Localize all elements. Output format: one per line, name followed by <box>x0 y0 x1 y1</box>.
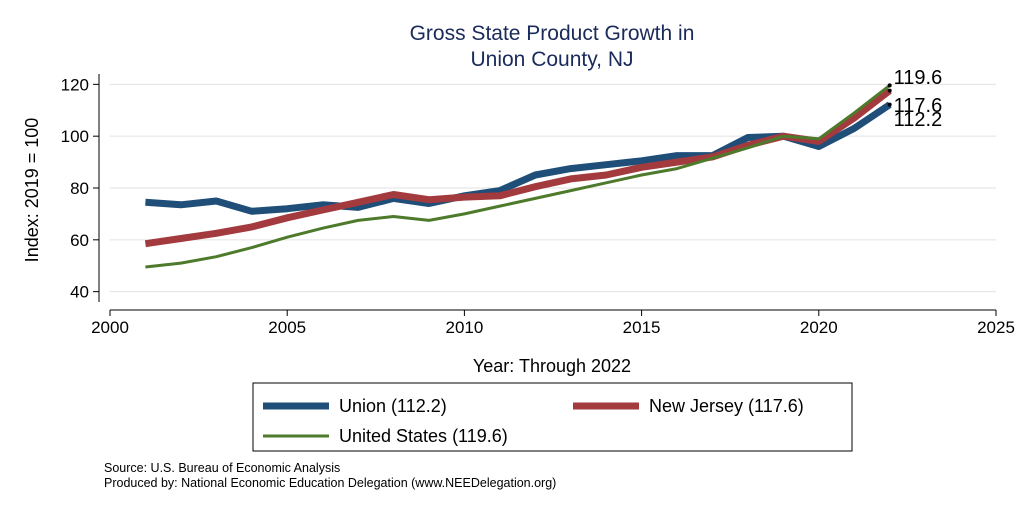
y-tick-label-4: 120 <box>61 75 89 94</box>
end-label-new-jersey: 117.6 <box>894 95 943 117</box>
x-tick-label-3: 2015 <box>623 318 661 337</box>
x-tick-label-2: 2010 <box>445 318 483 337</box>
end-label-united-states: 119.6 <box>894 67 943 89</box>
series-lines <box>144 84 892 269</box>
chart-title-line-2: Union County, NJ <box>470 48 633 71</box>
x-ticks: 2000 2005 2010 2015 2020 2025 <box>91 310 1015 337</box>
x-tick-label-0: 2000 <box>91 318 129 337</box>
source-note: Source: U.S. Bureau of Economic Analysis <box>104 461 341 475</box>
end-point-new-jersey <box>887 88 892 93</box>
end-point-union <box>887 102 892 107</box>
series-line-united-states <box>145 84 891 269</box>
y-tick-label-3: 100 <box>61 127 89 146</box>
y-tick-label-2: 80 <box>70 179 89 198</box>
legend-label-new-jersey: New Jersey (117.6) <box>649 396 804 416</box>
x-tick-label-5: 2025 <box>977 318 1015 337</box>
legend: Union (112.2) New Jersey (117.6) United St… <box>252 382 853 452</box>
legend-label-union: Union (112.2) <box>339 396 447 416</box>
end-label-union: 112.2 <box>894 109 943 131</box>
y-axis-label: Index: 2019 = 100 <box>22 118 42 263</box>
legend-box <box>252 382 853 452</box>
x-axis-label: Year: Through 2022 <box>473 356 631 376</box>
grid-lines <box>110 83 996 293</box>
end-point-united-states <box>887 83 892 88</box>
line-chart: Gross State Product Growth in Union Coun… <box>22 22 1015 452</box>
chart-title-line-1: Gross State Product Growth in <box>410 22 695 45</box>
x-tick-label-1: 2005 <box>268 318 306 337</box>
legend-label-united-states: United States (119.6) <box>339 426 508 446</box>
y-ticks: 40 60 80 100 120 <box>61 75 99 302</box>
produced-by-note: Produced by: National Economic Education… <box>104 476 557 490</box>
y-tick-label-0: 40 <box>70 283 89 302</box>
y-tick-label-1: 60 <box>70 231 89 250</box>
series-line-union <box>145 101 892 215</box>
x-tick-label-4: 2020 <box>800 318 838 337</box>
series-line-new-jersey <box>144 87 892 248</box>
